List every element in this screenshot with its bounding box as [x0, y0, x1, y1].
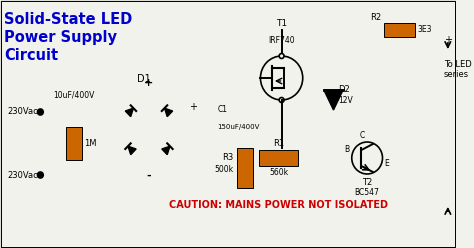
Text: +: +: [189, 102, 197, 112]
Text: D1: D1: [137, 74, 151, 84]
Text: BC547: BC547: [355, 188, 380, 197]
Bar: [66, 127, 82, 160]
Text: homemade-circuits.com: homemade-circuits.com: [142, 220, 243, 229]
Circle shape: [279, 54, 284, 59]
Text: IRF740: IRF740: [268, 36, 295, 45]
Text: C: C: [360, 131, 365, 140]
Polygon shape: [128, 146, 136, 155]
Bar: [237, 148, 253, 188]
Text: -: -: [146, 171, 151, 181]
Text: 560k: 560k: [269, 168, 288, 177]
Text: series: series: [444, 70, 469, 79]
Text: +: +: [145, 78, 154, 88]
Circle shape: [352, 142, 383, 174]
Text: -: -: [444, 206, 448, 218]
Text: T1: T1: [276, 19, 287, 28]
Text: 3E3: 3E3: [417, 26, 432, 34]
Bar: [384, 23, 415, 37]
Text: E: E: [384, 158, 389, 167]
Text: T2: T2: [362, 178, 372, 187]
Text: 150uF/400V: 150uF/400V: [217, 124, 260, 130]
Bar: [259, 150, 298, 166]
Text: 1M: 1M: [83, 138, 96, 148]
Polygon shape: [324, 90, 343, 110]
Text: Solid-State LED: Solid-State LED: [4, 12, 132, 27]
Polygon shape: [125, 108, 133, 117]
Text: 12V: 12V: [338, 96, 353, 105]
Text: Power Supply: Power Supply: [4, 30, 117, 45]
Text: Circuit: Circuit: [4, 48, 58, 63]
Text: 10uF/400V: 10uF/400V: [53, 91, 95, 100]
Text: homemade-circuits.com: homemade-circuits.com: [199, 56, 301, 64]
Text: R1: R1: [273, 139, 284, 148]
Circle shape: [37, 172, 43, 178]
Circle shape: [279, 97, 284, 102]
Text: CAUTION: MAINS POWER NOT ISOLATED: CAUTION: MAINS POWER NOT ISOLATED: [169, 200, 388, 210]
Circle shape: [260, 56, 303, 100]
Text: To LED: To LED: [444, 60, 472, 69]
Text: B: B: [345, 146, 350, 155]
Text: R3: R3: [222, 154, 234, 162]
Text: 230Vac: 230Vac: [8, 107, 38, 117]
Circle shape: [37, 109, 43, 115]
Text: 500k: 500k: [214, 165, 234, 175]
Text: 230Vac: 230Vac: [8, 171, 38, 180]
Polygon shape: [164, 108, 173, 117]
Text: D2: D2: [338, 85, 350, 94]
Polygon shape: [162, 146, 170, 155]
Text: C1: C1: [217, 105, 227, 114]
Text: +: +: [444, 35, 452, 45]
Text: R2: R2: [370, 13, 382, 22]
